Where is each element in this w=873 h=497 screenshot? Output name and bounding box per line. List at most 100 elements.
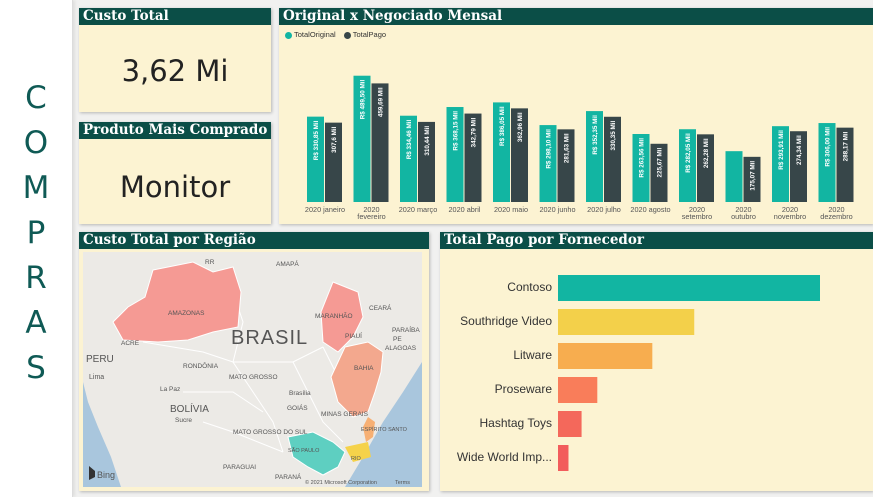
supplier-bar[interactable] — [558, 377, 598, 403]
supplier-bar[interactable] — [558, 343, 653, 369]
map-label-pe: PE — [393, 336, 402, 343]
bar-pago[interactable] — [325, 122, 342, 202]
map-terms-link[interactable]: Terms — [395, 480, 410, 486]
map-label-paraiba: PARAÍBA — [392, 325, 420, 334]
data-label: R$ 334,46 Mil — [406, 119, 413, 159]
data-label: R$ 489,50 Mil — [360, 79, 367, 119]
bar-pago[interactable] — [650, 143, 668, 202]
region-map[interactable]: RR AMAPÁ AMAZONAS MARANHÃO CEARÁ PARAÍBA… — [83, 252, 422, 487]
map-label-amapa: AMAPÁ — [276, 259, 299, 268]
x-tick-label: 2020 — [689, 205, 705, 214]
bar-pago[interactable] — [511, 108, 528, 202]
ocean-west — [83, 382, 121, 487]
map-label-espirito-santo: ESPÍRITO SANTO — [361, 426, 408, 433]
data-label: R$ 330,85 Mil — [313, 120, 320, 160]
bar-original[interactable] — [493, 102, 510, 202]
chart-title: Original x Negociado Mensal — [279, 8, 873, 25]
kpi-value: Monitor — [119, 170, 231, 204]
region-rio[interactable] — [345, 442, 371, 462]
bar-pago[interactable] — [418, 121, 435, 202]
chart-title: Total Pago por Fornecedor — [440, 232, 873, 249]
supplier-bar[interactable] — [558, 445, 569, 471]
supplier-label: Southridge Video — [460, 314, 552, 328]
supplier-bar[interactable] — [558, 411, 582, 437]
bar-pago[interactable] — [836, 127, 854, 202]
data-label: R$ 386,05 Mil — [499, 106, 506, 146]
sidebar-letter: O — [23, 125, 49, 161]
bar-pago[interactable] — [557, 129, 575, 202]
legend-item-pago[interactable]: TotalPago — [343, 30, 386, 39]
sidebar-letter: P — [26, 215, 46, 251]
x-tick-label: 2020 março — [399, 205, 438, 214]
x-tick-label: setembro — [682, 212, 712, 221]
bar-pago[interactable] — [464, 113, 482, 202]
bar-original[interactable] — [772, 126, 789, 202]
bar-pago[interactable] — [604, 116, 621, 202]
map-label-rr: RR — [205, 259, 215, 266]
bar-original[interactable] — [725, 151, 743, 202]
x-tick-label: novembro — [774, 212, 806, 221]
data-label: 274,34 Mil — [796, 135, 803, 165]
bar-original[interactable] — [632, 134, 650, 202]
bing-logo: Bing — [89, 466, 115, 480]
x-tick-label: dezembro — [820, 212, 852, 221]
region-amazonas[interactable] — [112, 261, 242, 343]
data-label: R$ 352,35 Mil — [592, 115, 599, 155]
x-tick-label: 2020 agosto — [630, 205, 670, 214]
chart-legend: TotalOriginal TotalPago — [285, 30, 386, 39]
bar-pago[interactable] — [743, 156, 761, 202]
svg-text:Bing: Bing — [97, 470, 115, 480]
map-label-paraguai: PARAGUAI — [223, 464, 256, 471]
kpi-value: 3,62 Mi — [121, 54, 229, 88]
map-label-rondonia: RONDÔNIA — [183, 361, 219, 370]
x-tick-label: 2020 junho — [539, 205, 575, 214]
bar-original[interactable] — [400, 115, 417, 202]
bar-original[interactable] — [586, 111, 603, 202]
x-tick-label: 2020 janeiro — [305, 205, 345, 214]
fornecedor-chart-card: Total Pago por Fornecedor Contoso Southri… — [440, 232, 873, 491]
region-sao-paulo[interactable] — [287, 431, 346, 476]
data-label: 330,35 Mil — [610, 121, 617, 151]
x-tick-label: 2020 — [735, 205, 751, 214]
data-label: 175,07 Mil — [750, 161, 757, 191]
bar-original[interactable] — [818, 123, 836, 202]
map-copyright: © 2021 Microsoft Corporation — [305, 479, 377, 486]
map-label-lima: Lima — [89, 374, 104, 381]
bar-pago[interactable] — [790, 131, 807, 202]
data-label: R$ 298,10 Mil — [546, 129, 553, 169]
map-label-acre: ACRE — [121, 340, 140, 347]
kpi-card-produto: Produto Mais Comprado Monitor — [79, 122, 271, 224]
bar-pago[interactable] — [697, 134, 714, 202]
supplier-bar[interactable] — [558, 275, 820, 301]
map-label-parana: PARANÁ — [275, 472, 302, 481]
bar-original[interactable] — [446, 107, 464, 202]
map-label-mato-grosso: MATO GROSSO — [229, 374, 278, 381]
bar-original[interactable] — [353, 75, 371, 202]
fornecedor-bar-chart — [558, 275, 820, 471]
sidebar-letter: C — [25, 80, 47, 116]
map-label-sao-paulo: SÃO PAULO — [288, 447, 320, 454]
sidebar-letter: A — [25, 305, 47, 341]
data-label: R$ 263,56 Mil — [639, 138, 646, 178]
x-tick-label: 2020 — [828, 205, 844, 214]
data-label: 262,28 Mil — [703, 138, 710, 168]
data-label: 225,67 Mil — [657, 148, 664, 178]
supplier-label: Contoso — [507, 280, 552, 294]
supplier-label: Proseware — [494, 382, 552, 396]
region-maranhao[interactable] — [320, 281, 364, 353]
region-bahia[interactable] — [330, 341, 384, 418]
data-label: 362,96 Mil — [517, 112, 524, 142]
card-title: Custo Total — [79, 8, 271, 25]
map-label-peru: PERU — [86, 354, 114, 365]
bar-original[interactable] — [307, 116, 324, 202]
sidebar-letter: R — [25, 260, 47, 296]
region-espirito-santo[interactable] — [363, 417, 375, 442]
bar-original[interactable] — [679, 129, 696, 202]
bar-pago[interactable] — [371, 83, 389, 202]
data-label: R$ 293,91 Mil — [778, 130, 785, 170]
supplier-bar[interactable] — [558, 309, 695, 335]
bar-original[interactable] — [539, 125, 557, 202]
map-label-brasil: BRASIL — [231, 327, 308, 349]
legend-item-original[interactable]: TotalOriginal — [285, 30, 336, 39]
